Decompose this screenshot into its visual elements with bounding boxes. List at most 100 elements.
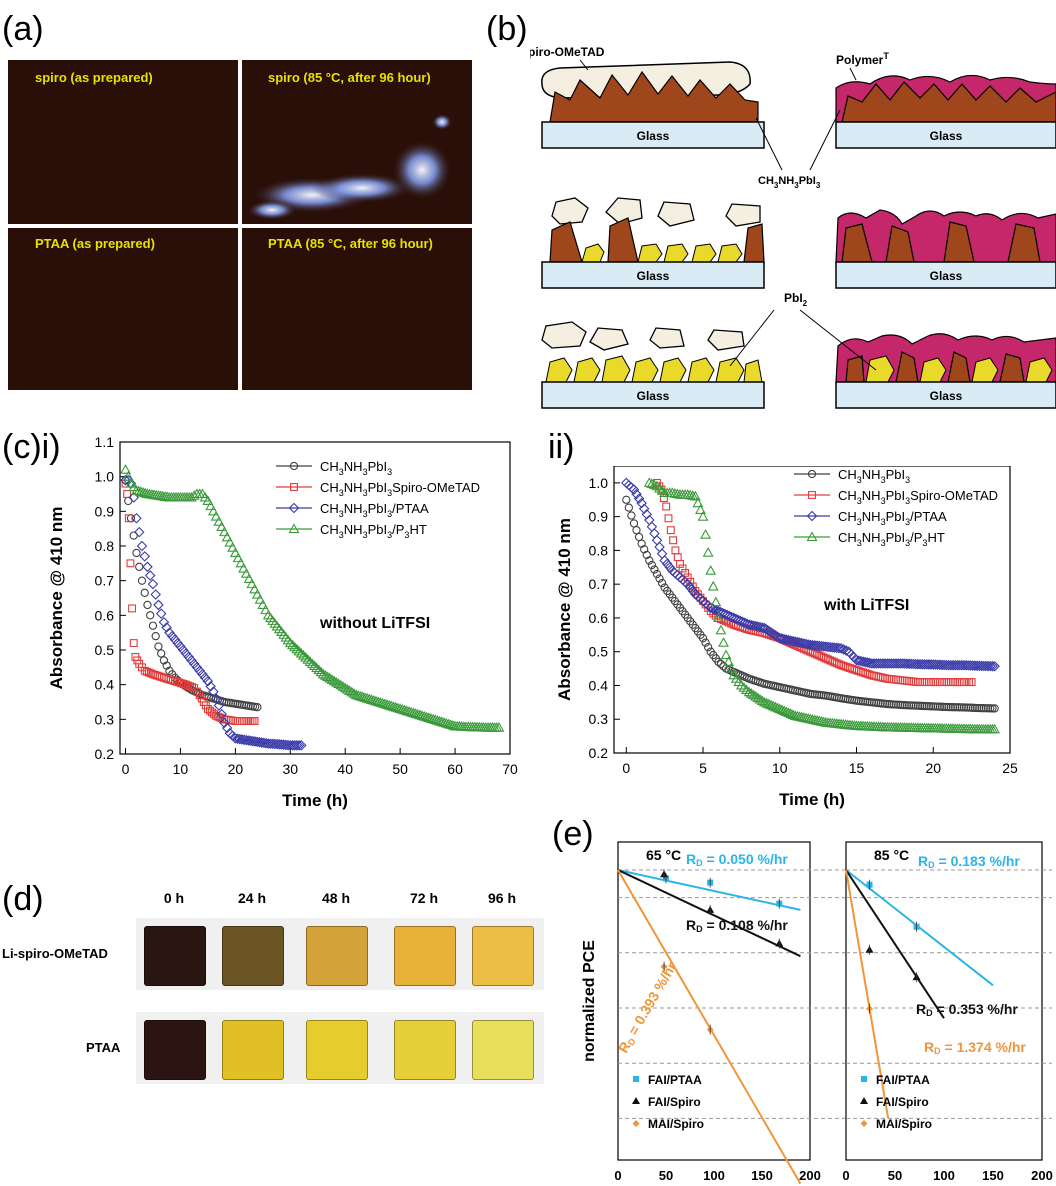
data-point — [692, 497, 704, 508]
data-point — [120, 474, 131, 486]
data-point — [243, 573, 255, 583]
data-point — [965, 660, 976, 671]
panel-title: 85 °C — [874, 847, 909, 863]
data-point — [216, 521, 228, 531]
tile-label: PTAA (85 °C, after 96 hour) — [268, 236, 433, 251]
data-point — [656, 485, 668, 495]
data-point — [405, 706, 417, 717]
data-point — [132, 548, 141, 558]
x-tick-label: 50 — [392, 761, 408, 777]
data-point — [394, 703, 406, 713]
data-point — [651, 480, 663, 491]
polymer-stack-2: Glass — [835, 209, 1056, 289]
data-point — [661, 558, 673, 570]
data-point — [445, 719, 457, 729]
x-tick-label: 50 — [659, 1168, 673, 1183]
data-point — [901, 658, 913, 669]
data-point — [628, 484, 640, 495]
data-point — [330, 676, 342, 687]
legend-marker — [632, 1097, 640, 1104]
data-point — [936, 659, 948, 671]
data-point — [240, 568, 252, 578]
y-tick-label: 0.5 — [95, 642, 115, 658]
data-point — [942, 678, 951, 687]
data-point — [701, 638, 710, 647]
legend-marker — [806, 510, 818, 522]
data-point — [986, 704, 995, 713]
data-point — [655, 574, 664, 583]
legend-marker — [860, 1120, 868, 1127]
panel-cii-letter: ii) — [548, 428, 575, 466]
data-point — [150, 589, 161, 600]
spiro-label: Spiro-OMeTAD — [530, 45, 605, 59]
legend-marker — [288, 523, 300, 534]
data-point — [769, 701, 781, 712]
data-point — [712, 612, 724, 622]
y-tick-label: 1.1 — [95, 434, 115, 450]
y-tick-label: 0.8 — [589, 542, 609, 558]
data-point — [186, 682, 194, 691]
data-point — [714, 657, 723, 666]
data-point — [763, 698, 775, 709]
data-point — [184, 681, 192, 690]
data-point — [278, 739, 289, 750]
data-point — [133, 526, 145, 538]
x-tick-label: 30 — [282, 761, 298, 777]
legend-marker — [288, 502, 300, 514]
data-point — [269, 738, 281, 750]
data-point — [648, 479, 660, 490]
legend-label: FAI/PTAA — [648, 1073, 702, 1087]
data-point — [322, 671, 334, 682]
data-point — [181, 680, 190, 689]
data-point — [293, 645, 305, 656]
data-point — [126, 559, 135, 568]
data-point — [120, 464, 131, 474]
data-point — [253, 703, 262, 712]
data-point — [935, 678, 944, 687]
legend-marker — [807, 469, 817, 479]
x-tick-label: 25 — [1002, 760, 1018, 776]
data-point — [140, 666, 149, 675]
data-point — [700, 529, 712, 539]
data-point — [934, 659, 946, 671]
tile-label: PTAA (as prepared) — [35, 236, 155, 251]
y-axis-label: normalized PCE — [581, 940, 598, 1062]
data-point — [725, 662, 737, 673]
data-point — [443, 718, 454, 729]
data-point — [944, 702, 953, 712]
data-point — [953, 678, 962, 687]
data-point — [229, 547, 241, 557]
spiro-stack-2: Glass — [541, 197, 765, 289]
data-point — [643, 477, 655, 487]
data-point — [366, 694, 378, 704]
data-point — [293, 740, 305, 751]
data-point — [774, 703, 786, 714]
sample-film — [144, 1020, 206, 1080]
data-point — [396, 704, 408, 714]
data-point — [920, 678, 929, 687]
data-point — [809, 640, 821, 651]
data-point — [957, 703, 966, 712]
data-point — [925, 659, 937, 670]
data-point — [743, 686, 755, 697]
x-tick-label: 0 — [622, 760, 630, 776]
data-point — [899, 658, 911, 669]
data-point — [254, 594, 266, 604]
data-point — [493, 722, 505, 732]
data-point — [142, 561, 153, 573]
data-point — [335, 679, 347, 690]
data-point — [309, 660, 320, 670]
polymer-label: PolymerT — [836, 51, 889, 67]
data-point — [233, 717, 242, 726]
data-point — [403, 706, 415, 716]
data-point — [379, 698, 391, 709]
data-point — [629, 519, 639, 528]
data-point — [977, 703, 986, 713]
data-point — [818, 641, 829, 652]
data-point — [126, 514, 136, 523]
micrograph-tile: spiro (as prepared) — [8, 60, 238, 224]
data-point — [981, 704, 991, 713]
x-tick-label: 10 — [772, 760, 788, 776]
data-point — [302, 654, 314, 664]
data-point — [295, 740, 307, 751]
